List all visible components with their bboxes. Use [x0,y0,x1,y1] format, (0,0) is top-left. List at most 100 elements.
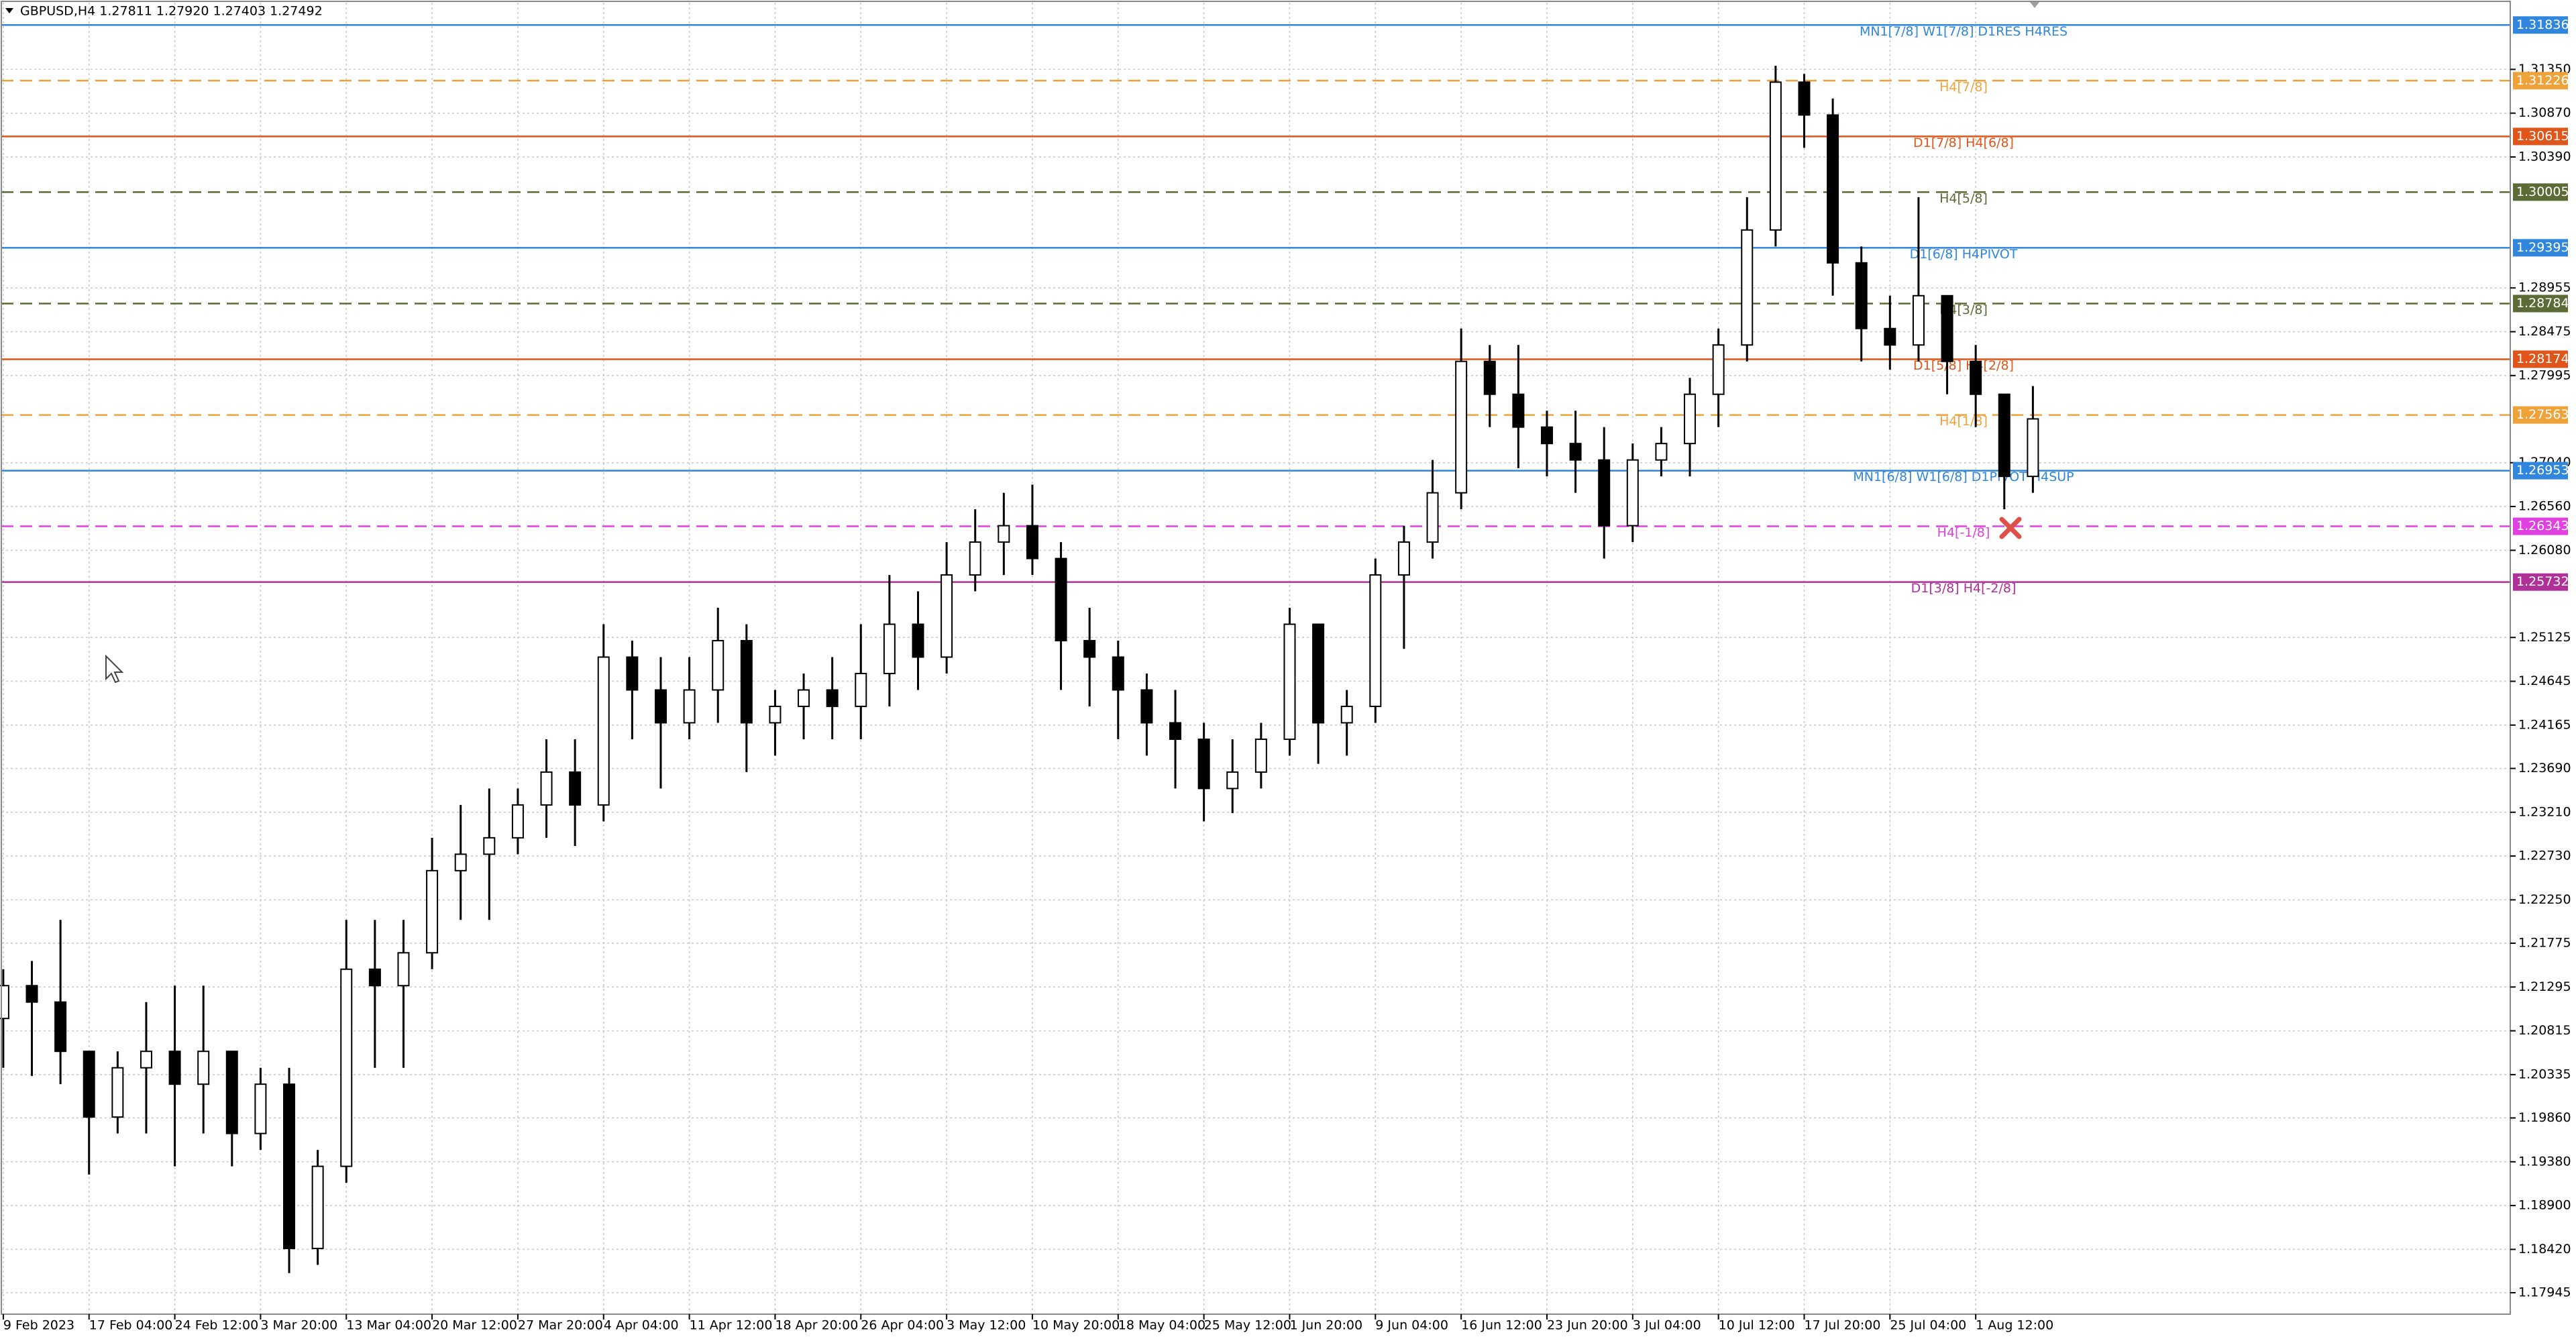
price-tag-label: 1.28174 [2516,352,2569,366]
y-tick-label: 1.23210 [2518,804,2571,819]
candles [0,65,2039,1273]
level-label: MN1[6/8] W1[6/8] D1PIVOT H4SUP [1853,470,2074,484]
y-tick-label: 1.27995 [2518,368,2571,382]
candle-body [1312,623,1325,724]
candle-body [1998,393,2010,478]
x-tick-label: 9 Jun 04:00 [1375,1318,1448,1333]
price-tag [2513,462,2568,480]
y-tick-label: 1.19380 [2518,1154,2571,1169]
candle-body [225,1051,238,1134]
candle-body [1741,229,1754,346]
candle-body [740,640,753,724]
candle-body [2027,418,2039,478]
level-label: D1[7/8] H4[6/8] [1913,136,2014,150]
candle-body [1197,738,1210,790]
y-tick-label: 1.24645 [2518,674,2571,688]
candle-body [969,541,981,576]
candle-body [1483,360,1496,395]
x-tick-label: 13 Mar 04:00 [346,1318,431,1333]
x-tick-label: 27 Mar 20:00 [518,1318,603,1333]
candle-body [1112,656,1124,691]
y-tick-label: 1.21295 [2518,979,2571,994]
y-tick-label: 1.18900 [2518,1198,2571,1213]
candle-body [1026,525,1038,559]
candle-body [1827,114,1839,264]
candle-body [798,689,810,707]
candle-body [912,623,924,658]
price-tag [2513,406,2568,424]
candle-body [311,1165,324,1250]
candle-body [1769,81,1782,231]
y-tick-label: 1.25125 [2518,630,2571,645]
y-tick-label: 1.22730 [2518,849,2571,863]
plot-frame [1,1,2511,1315]
price-tag-label: 1.26343 [2516,519,2569,533]
price-tag-label: 1.28784 [2516,296,2569,311]
chart-header: GBPUSD,H4 1.27811 1.27920 1.27403 1.2749… [20,4,323,19]
candle-body [283,1083,296,1250]
candle-body [1140,689,1153,724]
candle-body [1855,262,1868,329]
level-label: D1[3/8] H4[-2/8] [1911,581,2017,596]
x-tick-label: 18 Apr 20:00 [775,1318,858,1333]
x-tick-label: 24 Feb 12:00 [175,1318,259,1333]
x-tick-label: 10 May 20:00 [1032,1318,1120,1333]
price-tag [2513,239,2568,257]
candle-body [483,837,496,855]
symbol-menu-icon[interactable] [5,8,13,13]
candle-body [654,689,667,724]
price-tag [2513,517,2568,535]
candle-body [1540,426,1553,445]
x-tick-label: 25 May 12:00 [1204,1318,1291,1333]
y-tick-label: 1.30390 [2518,149,2571,164]
chart-shift-marker[interactable] [2030,2,2039,8]
candle-body [25,985,38,1003]
x-tick-label: 10 Jul 12:00 [1719,1318,1795,1333]
x-tick-label: 26 Apr 04:00 [861,1318,944,1333]
candle-body [1884,327,1896,346]
candle-body [1455,360,1468,494]
price-tag-label: 1.27563 [2516,407,2569,422]
x-tick-label: 3 Jul 04:00 [1633,1318,1701,1333]
time-axis: 9 Feb 2023 17 Feb 04:00 24 Feb 12:00 3 Mar … [2,1314,2053,1333]
y-tick-label: 1.20815 [2518,1023,2571,1038]
candle-body [1055,557,1067,642]
level-label: H4[1/8] [1939,414,1988,429]
price-tag [2513,573,2568,591]
y-tick-label: 1.28955 [2518,280,2571,295]
candle-body [1397,541,1410,576]
candle-body [0,985,9,1020]
price-tag-label: 1.30615 [2516,129,2569,144]
candle-body [1655,443,1668,461]
grid [1,3,2510,1314]
candle-body [1512,393,1525,428]
price-tag [2513,350,2568,368]
level-label: MN1[7/8] W1[7/8] D1RES H4RES [1860,24,2068,39]
candle-body [1083,640,1096,658]
candle-body [1283,623,1296,740]
candle-body [426,869,439,954]
candle-body [769,705,782,724]
x-tick-label: 3 Mar 20:00 [260,1318,337,1333]
candle-body [1712,344,1725,395]
x-tick-label: 11 Apr 12:00 [690,1318,773,1333]
candle-body [1254,738,1267,773]
candle-body [397,952,410,987]
candle-body [1684,393,1697,445]
candle-body [254,1083,267,1134]
cross-marker [1999,517,2022,539]
candle-body [1426,492,1439,543]
candle-body [1970,360,1982,395]
candle-body [1340,705,1353,724]
price-tag [2513,183,2568,201]
candle-body [140,1051,152,1069]
candle-body [998,525,1010,543]
y-tick-label: 1.19860 [2518,1110,2571,1125]
candle-body [111,1067,124,1118]
candle-body [826,689,839,707]
candle-body [168,1051,181,1085]
x-tick-label: 3 May 12:00 [947,1318,1026,1333]
x-tick-label: 25 Jul 04:00 [1890,1318,1966,1333]
levels: MN1[7/8] W1[7/8] D1RES H4RES H4[7/8] D1[7/… [1,24,2510,596]
